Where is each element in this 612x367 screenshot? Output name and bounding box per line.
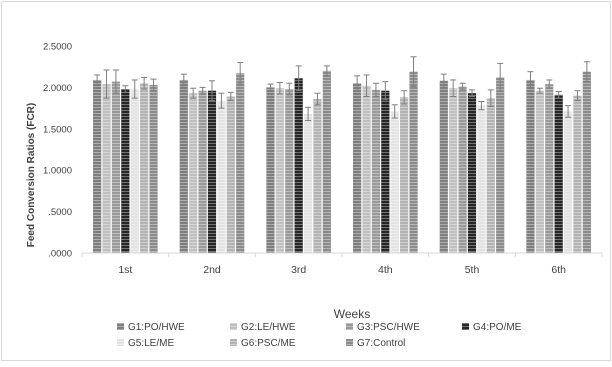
bar-texture <box>439 80 448 253</box>
legend-item: G3:PSC/HWE <box>346 322 420 333</box>
bar-texture <box>236 73 245 253</box>
bar-texture <box>467 93 477 253</box>
bar-texture <box>266 87 275 254</box>
y-axis-ticks: .0000 .5000 1.0000 1.5000 2.0000 2.5000 <box>43 42 72 260</box>
legend-label: G6:PSC/ME <box>241 338 296 349</box>
bar-texture <box>294 78 303 254</box>
bar-texture <box>140 83 149 253</box>
bar-texture <box>582 71 591 253</box>
y-axis-label: Feed Conversion Ratios (FCR) <box>26 103 37 247</box>
y-tick-label: .0000 <box>48 249 72 260</box>
bar-texture <box>486 98 495 253</box>
x-tick-label: 2nd <box>203 264 221 276</box>
bar-texture <box>545 84 554 253</box>
x-tick-label: 3rd <box>291 264 306 276</box>
bar-texture <box>371 89 381 253</box>
bar-texture <box>313 98 322 253</box>
bar-texture <box>390 111 399 253</box>
bar-texture <box>207 90 217 253</box>
legend-item: G4:PO/ME <box>462 322 522 333</box>
bar-texture <box>179 79 188 253</box>
chart-frame <box>1 1 611 361</box>
bar-texture <box>526 79 535 253</box>
bar-texture <box>130 89 139 253</box>
bar-texture <box>458 86 467 254</box>
legend-swatch-texture <box>346 339 353 346</box>
x-tick-label: 6th <box>551 264 566 276</box>
x-axis-label: Weeks <box>334 307 370 321</box>
y-tick-label: 2.5000 <box>43 42 72 53</box>
legend-label: G4:PO/ME <box>473 322 522 333</box>
x-tick-label: 5th <box>465 264 480 276</box>
bar-texture <box>275 88 284 253</box>
bar-texture <box>198 90 207 253</box>
legend-label: G7:Control <box>357 338 405 349</box>
legend-swatch-texture <box>230 339 237 346</box>
y-tick-label: 1.5000 <box>43 124 72 135</box>
legend-item: G6:PSC/ME <box>230 338 296 349</box>
bar-texture <box>477 105 486 253</box>
bar-texture <box>102 84 111 253</box>
legend-swatch-texture <box>117 339 124 346</box>
error-bars-group <box>94 56 590 122</box>
bar-texture <box>409 71 418 253</box>
bar-texture <box>226 96 235 254</box>
bar-texture <box>322 70 331 253</box>
bar-texture <box>449 88 458 253</box>
bar-texture <box>93 79 102 253</box>
legend-swatch-texture <box>346 323 353 330</box>
legend-swatch-texture <box>230 323 237 330</box>
legend-swatch-texture <box>462 323 469 330</box>
bar-texture <box>362 85 371 253</box>
legend-label: G2:LE/HWE <box>241 322 296 333</box>
bar-texture <box>217 100 226 253</box>
bar-texture <box>149 84 158 253</box>
x-axis-ticks: 1st 2nd 3rd 4th 5th 6th <box>81 253 603 276</box>
y-tick-label: 2.0000 <box>43 83 72 94</box>
bar-texture <box>381 90 390 253</box>
legend-label: G1:PO/HWE <box>128 322 185 333</box>
bar-series-group <box>93 70 591 254</box>
bar-texture <box>353 83 362 253</box>
bar-texture <box>496 77 505 254</box>
legend-item: G5:LE/ME <box>117 338 174 349</box>
bar-texture <box>303 113 313 254</box>
bar-texture <box>400 97 409 253</box>
bar-texture <box>535 90 544 253</box>
bar-texture <box>189 93 198 253</box>
legend-item: G7:Control <box>346 338 405 349</box>
bar-texture <box>121 89 130 253</box>
bar-texture <box>285 89 294 253</box>
x-tick-label: 1st <box>118 264 132 276</box>
y-tick-label: 1.0000 <box>43 166 72 177</box>
legend-item: G2:LE/HWE <box>230 322 296 333</box>
bar-texture <box>573 95 582 254</box>
bar-texture <box>554 94 563 254</box>
legend-item: G1:PO/HWE <box>117 322 185 333</box>
legend: G1:PO/HWE G2:LE/HWE G3:PSC/HWE G4:PO/ME G5:L… <box>117 322 522 349</box>
legend-swatch-texture <box>117 323 124 330</box>
y-tick-label: .5000 <box>48 207 72 218</box>
legend-label: G3:PSC/HWE <box>357 322 420 333</box>
bar-texture <box>563 111 573 253</box>
bar-texture <box>111 81 121 253</box>
legend-label: G5:LE/ME <box>128 338 174 349</box>
x-tick-label: 4th <box>378 264 393 276</box>
